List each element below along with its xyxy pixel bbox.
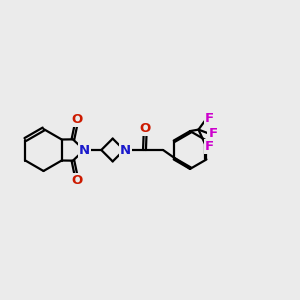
Text: N: N <box>120 143 131 157</box>
Text: O: O <box>72 113 83 126</box>
Text: N: N <box>79 143 90 157</box>
Text: F: F <box>208 127 218 140</box>
Text: O: O <box>140 122 151 135</box>
Text: F: F <box>205 112 214 125</box>
Text: F: F <box>205 140 214 153</box>
Text: O: O <box>72 174 83 187</box>
